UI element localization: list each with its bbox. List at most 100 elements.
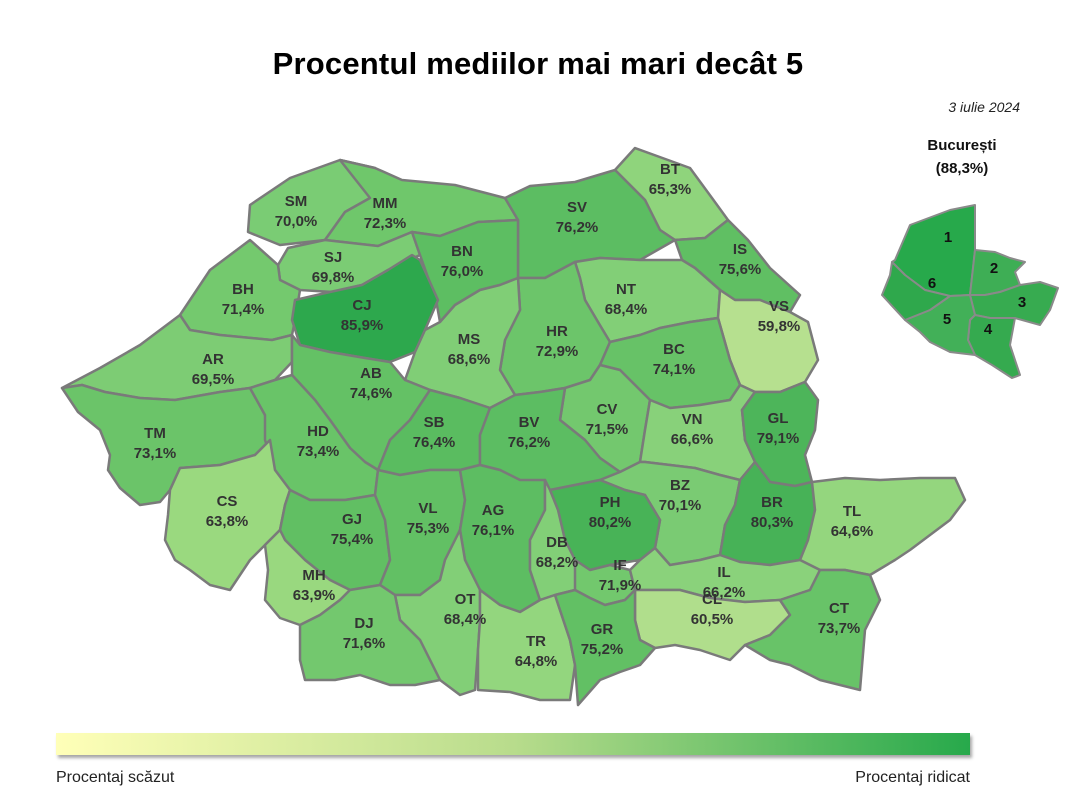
bucharest-sector-4 <box>967 314 1021 379</box>
county-code-bt: BT <box>660 161 680 178</box>
county-code-ag: AG <box>482 502 505 519</box>
county-cs <box>163 438 292 592</box>
bucharest-sector-label-1: 1 <box>944 229 952 246</box>
county-value-bv: 76,2% <box>508 434 551 451</box>
county-code-vs: VS <box>769 298 789 315</box>
county-value-ct: 73,7% <box>818 620 861 637</box>
county-code-gr: GR <box>591 621 614 638</box>
county-value-sb: 76,4% <box>413 434 456 451</box>
county-code-gj: GJ <box>342 511 362 528</box>
bucharest-sector-label-4: 4 <box>984 321 993 338</box>
county-value-il: 66,2% <box>703 584 746 601</box>
county-code-sv: SV <box>567 199 587 216</box>
county-value-if: 71,9% <box>599 577 642 594</box>
county-code-hd: HD <box>307 423 329 440</box>
county-code-ot: OT <box>455 591 476 608</box>
legend-color-bar <box>56 733 970 755</box>
county-value-ag: 76,1% <box>472 522 515 539</box>
county-code-sb: SB <box>424 414 445 431</box>
county-value-sv: 76,2% <box>556 219 599 236</box>
county-code-bz: BZ <box>670 477 690 494</box>
county-value-bn: 76,0% <box>441 263 484 280</box>
county-value-ms: 68,6% <box>448 351 491 368</box>
county-value-vs: 59,8% <box>758 318 801 335</box>
county-code-is: IS <box>733 241 747 258</box>
county-value-db: 68,2% <box>536 554 579 571</box>
county-code-hr: HR <box>546 323 568 340</box>
county-ct <box>743 568 882 692</box>
county-value-mm: 72,3% <box>364 215 407 232</box>
bucharest-sector-label-3: 3 <box>1018 294 1026 311</box>
county-value-cs: 63,8% <box>206 513 249 530</box>
county-value-cv: 71,5% <box>586 421 629 438</box>
county-value-gl: 79,1% <box>757 430 800 447</box>
county-code-tm: TM <box>144 425 166 442</box>
county-value-cl: 60,5% <box>691 611 734 628</box>
county-value-sm: 70,0% <box>275 213 318 230</box>
county-code-mh: MH <box>302 567 325 584</box>
county-value-cj: 85,9% <box>341 317 384 334</box>
county-value-dj: 71,6% <box>343 635 386 652</box>
county-ms <box>403 276 522 410</box>
county-value-bh: 71,4% <box>222 301 265 318</box>
county-code-bn: BN <box>451 243 473 260</box>
county-code-ab: AB <box>360 365 382 382</box>
county-code-bv: BV <box>519 414 540 431</box>
county-code-tr: TR <box>526 633 546 650</box>
bucharest-value: (88,3%) <box>935 160 989 177</box>
county-value-tl: 64,6% <box>831 523 874 540</box>
county-value-ot: 68,4% <box>444 611 487 628</box>
county-value-hd: 73,4% <box>297 443 340 460</box>
county-code-ct: CT <box>829 600 849 617</box>
county-code-vn: VN <box>682 411 703 428</box>
county-gr <box>553 588 657 707</box>
county-value-hr: 72,9% <box>536 343 579 360</box>
county-code-if: IF <box>613 557 626 574</box>
county-value-gj: 75,4% <box>331 531 374 548</box>
legend-low-label: Procentaj scăzut <box>56 769 175 786</box>
county-code-cj: CJ <box>352 297 371 314</box>
county-value-bc: 74,1% <box>653 361 696 378</box>
bucharest-sector-label-2: 2 <box>990 260 998 277</box>
map-title: Procentul mediilor mai mari decât 5 <box>272 46 804 81</box>
bucharest-sector-label-6: 6 <box>928 275 936 292</box>
county-value-vn: 66,6% <box>671 431 714 448</box>
county-code-sm: SM <box>285 193 308 210</box>
county-code-bc: BC <box>663 341 685 358</box>
county-value-is: 75,6% <box>719 261 762 278</box>
county-value-bz: 70,1% <box>659 497 702 514</box>
county-code-nt: NT <box>616 281 636 298</box>
county-code-cv: CV <box>597 401 618 418</box>
legend-high-label: Procentaj ridicat <box>855 769 970 786</box>
bucharest-sector-6 <box>881 261 951 321</box>
county-value-tr: 64,8% <box>515 653 558 670</box>
county-value-vl: 75,3% <box>407 520 450 537</box>
county-code-cs: CS <box>217 493 238 510</box>
county-code-mm: MM <box>373 195 398 212</box>
county-code-vl: VL <box>418 500 437 517</box>
county-value-gr: 75,2% <box>581 641 624 658</box>
county-code-db: DB <box>546 534 568 551</box>
county-dj <box>298 583 442 687</box>
county-value-sj: 69,8% <box>312 269 355 286</box>
county-value-mh: 63,9% <box>293 587 336 604</box>
bucharest-name: București <box>927 137 997 154</box>
county-code-ar: AR <box>202 351 224 368</box>
bucharest-sector-label-5: 5 <box>943 311 951 328</box>
county-code-cl: CL <box>702 591 722 608</box>
county-value-tm: 73,1% <box>134 445 177 462</box>
county-value-nt: 68,4% <box>605 301 648 318</box>
county-value-br: 80,3% <box>751 514 794 531</box>
county-value-bt: 65,3% <box>649 181 692 198</box>
county-code-ph: PH <box>600 494 621 511</box>
county-code-bh: BH <box>232 281 254 298</box>
county-code-il: IL <box>717 564 730 581</box>
county-value-ab: 74,6% <box>350 385 393 402</box>
county-code-gl: GL <box>768 410 789 427</box>
county-tl <box>798 476 967 577</box>
county-code-dj: DJ <box>354 615 373 632</box>
county-code-tl: TL <box>843 503 861 520</box>
county-code-sj: SJ <box>324 249 342 266</box>
county-code-ms: MS <box>458 331 481 348</box>
